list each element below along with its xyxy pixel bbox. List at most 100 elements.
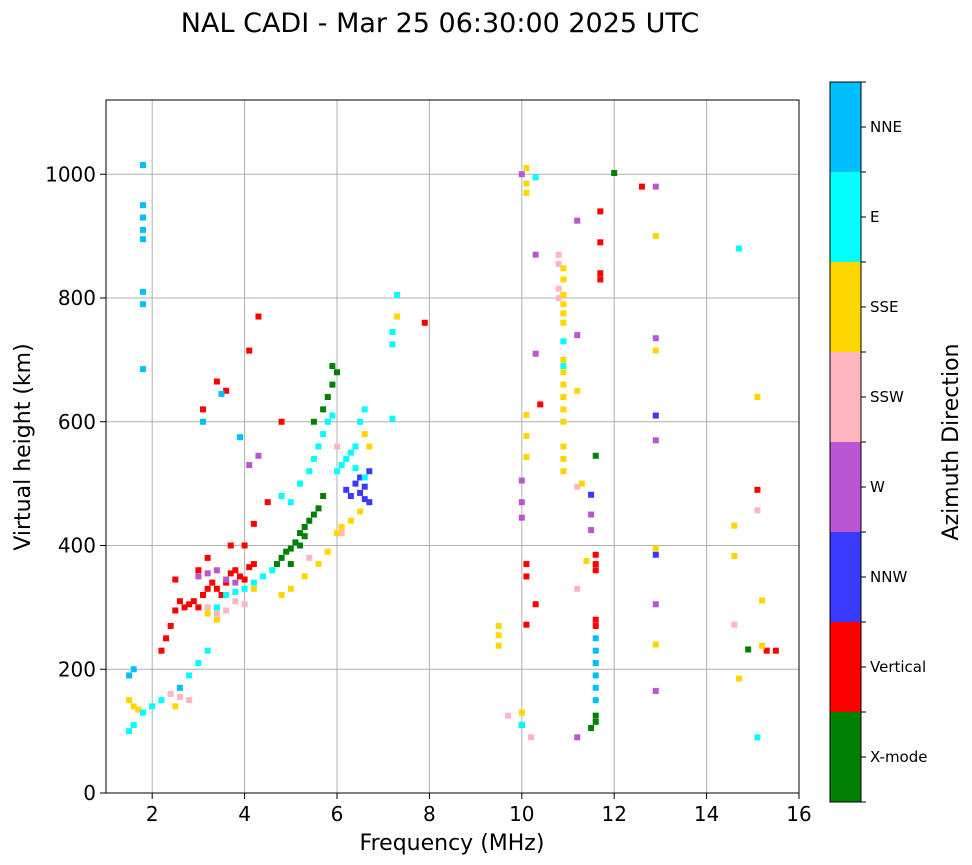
echo-point [518,499,525,506]
echo-point [176,684,183,691]
echo-point [283,548,290,555]
echo-point [560,291,567,298]
echo-point [772,647,779,654]
echo-point [759,597,766,604]
echo-point [329,381,336,388]
echo-point [588,725,595,732]
echo-point [361,496,368,503]
echo-point [334,468,340,475]
echo-point [523,454,530,461]
echo-point [250,579,257,586]
echo-point [315,505,322,512]
echo-point [343,486,350,493]
echo-point [578,480,585,487]
colorbar-tick-label: Vertical [870,658,926,676]
echo-point [320,406,327,413]
echo-point [560,455,567,462]
echo-point [204,647,211,654]
echo-point [560,369,567,376]
echo-point [523,561,530,568]
echo-point [200,418,207,425]
echo-point [130,721,137,728]
echo-point [306,554,313,561]
echo-point [130,666,137,673]
echo-point [273,561,280,568]
echo-point [583,557,590,564]
x-tick-label: 12 [601,802,626,826]
echo-point [574,734,581,741]
echo-point [560,276,567,283]
echo-point [352,443,359,450]
echo-point [338,462,345,469]
echo-point [172,607,179,614]
echo-point [320,493,327,499]
echo-point [172,703,179,710]
echo-point [139,301,146,308]
echo-point [338,530,345,537]
echo-point [232,598,239,605]
x-tick-label: 2 [146,802,159,826]
echo-point [394,291,401,298]
echo-point [232,579,239,586]
y-tick-label: 800 [58,286,96,310]
echo-point [504,712,511,719]
echo-point [555,251,562,258]
colorbar-label: Azimuth Direction [939,343,964,540]
echo-point [334,443,340,450]
echo-point [532,174,539,181]
echo-point [560,406,567,413]
grid-lines [106,100,800,794]
echo-point [394,313,401,320]
echo-point [652,412,659,419]
x-axis-label: Frequency (MHz) [360,831,545,856]
echo-point [537,401,544,408]
echo-point [310,418,317,425]
echo-point [652,347,659,354]
echo-point [287,499,294,506]
echo-point [195,604,202,611]
echo-point [518,477,525,484]
x-tick-label: 6 [331,802,344,826]
echo-point [250,585,257,592]
echo-point [523,180,530,187]
echo-point [292,539,299,546]
echo-point [735,245,742,252]
echo-point [315,561,322,568]
echo-point [250,561,257,568]
echo-point [357,508,364,515]
echo-point [297,480,304,487]
echo-point [139,202,146,209]
echo-point [334,530,340,537]
echo-point [236,434,243,441]
echo-point [532,251,539,258]
echo-point [361,431,368,438]
echo-point [745,646,752,653]
echo-point [592,561,599,568]
echo-point [195,573,202,580]
y-tick-label: 400 [58,534,96,558]
echo-point [588,491,595,498]
echo-point [209,579,216,586]
echo-point [278,493,285,499]
echo-point [592,672,599,679]
echo-point [592,616,599,623]
echo-point [597,239,604,246]
echo-point [361,406,368,413]
echo-point [287,585,294,592]
echo-point [176,694,183,701]
echo-point [560,319,567,326]
echo-point [759,642,766,649]
echo-point [232,588,239,595]
echo-point [223,576,230,583]
echo-point [241,576,248,583]
echo-point [592,622,599,629]
colorbar-tick-label: SSW [870,388,904,406]
echo-point [232,567,239,574]
echo-point [357,418,364,425]
echo-point [652,601,659,608]
echo-point [366,443,373,450]
echo-point [246,564,253,571]
echo-point [227,542,234,549]
colorbar-segment [830,442,861,532]
echo-point [213,567,220,574]
